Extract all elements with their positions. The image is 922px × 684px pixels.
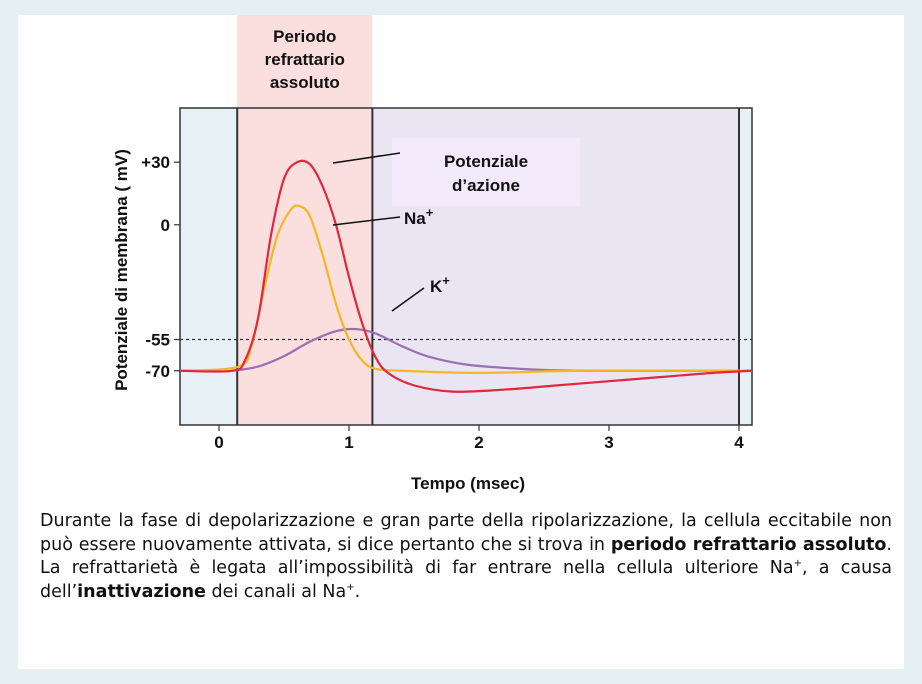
plot-frame bbox=[179, 107, 753, 426]
x-axis-label: Tempo (msec) bbox=[411, 474, 525, 493]
caption-part5: . bbox=[354, 581, 361, 602]
x-tick-label: 3 bbox=[604, 433, 613, 452]
series-line-action-potential bbox=[179, 159, 753, 393]
caption-part3: , a causa dell’ bbox=[40, 558, 892, 602]
pre-period-area bbox=[180, 108, 238, 425]
potenziale-label-line2: d’azione bbox=[452, 176, 520, 195]
series-line-k bbox=[231, 327, 753, 373]
caption-part2: . La refrattarietà è legata all’impossib… bbox=[40, 534, 892, 579]
y-tick-label: -55 bbox=[145, 330, 170, 349]
y-tick-label: 0 bbox=[161, 216, 170, 235]
caption-text: Durante la fase di depolarizzazione e gr… bbox=[40, 510, 892, 604]
x-tick-label: 1 bbox=[344, 433, 353, 452]
potenziale-leader-line bbox=[332, 152, 401, 164]
y-tick-label: +30 bbox=[141, 153, 170, 172]
refractory-period-label: Periodo refrattario assoluto bbox=[265, 27, 345, 92]
caption-sup2: + bbox=[346, 581, 355, 593]
post-period-area bbox=[739, 108, 752, 425]
y-tick-label: -70 bbox=[145, 362, 170, 381]
axis-ticks: 0 1 2 3 4 +30 0 -55 -70 bbox=[141, 153, 744, 452]
y-axis-label: Potenziale di membrana ( mV) bbox=[112, 149, 131, 391]
na-label: Na+ bbox=[404, 205, 434, 228]
x-tick-label: 0 bbox=[214, 433, 223, 452]
caption-bold-inactivation: inattivazione bbox=[77, 581, 206, 602]
caption-bold-refractory: periodo refrattario assoluto bbox=[610, 534, 887, 555]
refractory-label-line: refrattario bbox=[265, 50, 345, 69]
series-lines bbox=[179, 159, 753, 393]
potenziale-label-line1: Potenziale bbox=[444, 152, 528, 171]
potenziale-label-box bbox=[392, 138, 580, 206]
na-leader-line bbox=[332, 216, 401, 226]
caption-part4: dei canali al Na bbox=[205, 581, 347, 602]
refractory-period-area bbox=[237, 15, 373, 425]
caption-sup1: + bbox=[793, 558, 802, 570]
x-tick-label: 2 bbox=[474, 433, 483, 452]
caption-part1: Durante la fase di depolarizzazione e gr… bbox=[40, 511, 892, 555]
x-tick-label: 4 bbox=[734, 433, 744, 452]
refractory-label-line: assoluto bbox=[270, 73, 340, 92]
refractory-label-line: Periodo bbox=[273, 27, 336, 46]
k-leader-line bbox=[391, 287, 425, 312]
k-label: K+ bbox=[430, 273, 450, 296]
